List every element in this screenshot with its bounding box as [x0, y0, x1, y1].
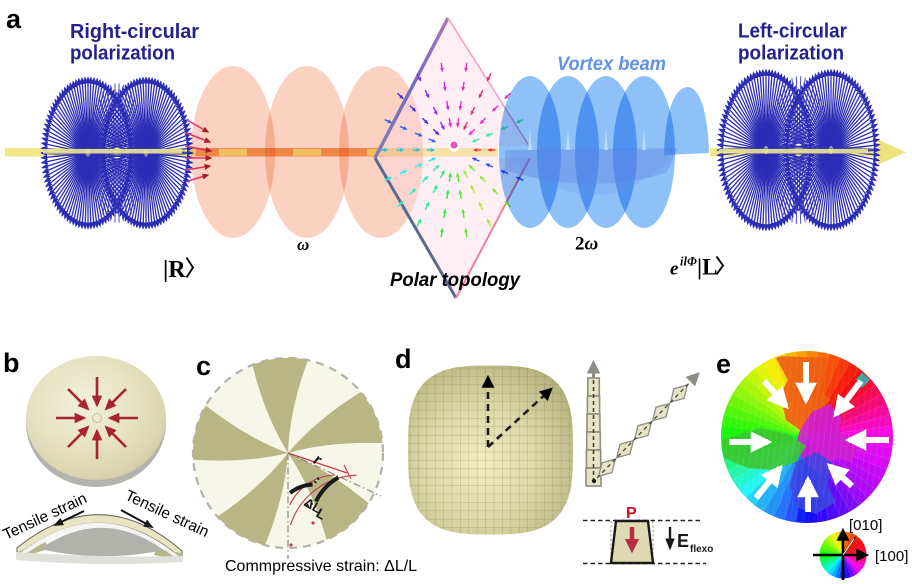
svg-text:[100]: [100]	[875, 548, 908, 565]
svg-text:c: c	[196, 351, 211, 381]
svg-text:ω: ω	[297, 235, 309, 254]
svg-text:polarization: polarization	[738, 43, 844, 65]
svg-text:P: P	[626, 505, 637, 522]
svg-text:e: e	[716, 349, 731, 379]
svg-text:d: d	[395, 344, 412, 374]
svg-text:e: e	[670, 259, 679, 280]
svg-text:2ω: 2ω	[575, 234, 599, 255]
svg-text:Commpressive strain: ΔL/L: Commpressive strain: ΔL/L	[225, 558, 417, 575]
svg-text:Left-circular: Left-circular	[738, 21, 847, 43]
svg-text:|R: |R	[163, 257, 186, 283]
svg-text:b: b	[3, 348, 20, 378]
svg-text:Right-circular: Right-circular	[70, 21, 199, 43]
svg-text:Vortex beam: Vortex beam	[557, 54, 666, 75]
svg-text:flexo: flexo	[690, 544, 713, 555]
svg-text:Polar topology: Polar topology	[390, 269, 521, 291]
svg-text:ilΦ: ilΦ	[680, 255, 697, 269]
svg-text:|L: |L	[697, 255, 717, 280]
svg-text:E: E	[677, 531, 689, 551]
svg-text:polarization: polarization	[70, 43, 175, 65]
svg-text:[010]: [010]	[849, 517, 882, 534]
svg-text:a: a	[6, 4, 22, 34]
